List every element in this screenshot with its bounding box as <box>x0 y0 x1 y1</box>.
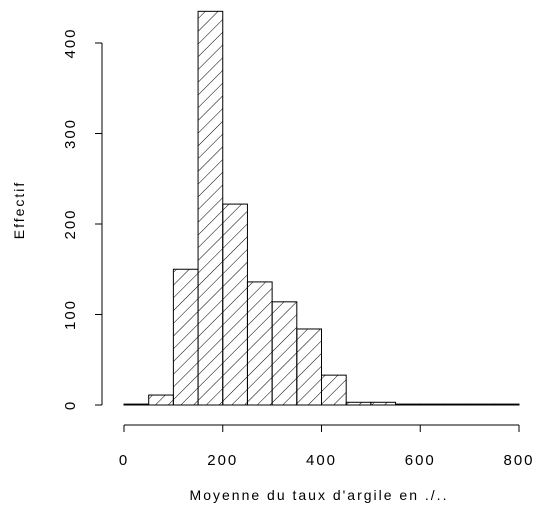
x-tick-label-600: 600 <box>405 452 436 469</box>
y-tick-label-300: 300 <box>62 118 79 149</box>
histogram-bar-550-600 <box>395 403 421 406</box>
histogram-bar-50-100 <box>148 394 174 406</box>
histogram-bar-400-450 <box>321 374 347 406</box>
histogram-bar-700-750 <box>469 403 495 406</box>
y-tick-label-400: 400 <box>62 27 79 58</box>
histogram-bar-450-500 <box>345 401 372 406</box>
histogram-bar-650-700 <box>444 403 471 406</box>
x-axis-label: Moyenne du taux d'argile en ./.. <box>190 487 449 503</box>
histogram-bar-150-200 <box>197 10 224 406</box>
histogram-bar-350-400 <box>296 328 322 406</box>
histogram-bar-200-250 <box>222 203 248 406</box>
x-tick-label-400: 400 <box>306 452 337 469</box>
x-tick-label-0: 0 <box>119 452 129 469</box>
y-axis-label: Effectif <box>11 181 27 240</box>
histogram-bar-0-50 <box>123 403 150 406</box>
y-tick-label-0: 0 <box>62 400 79 410</box>
histogram-bar-750-800 <box>493 403 520 406</box>
x-axis: 0 200 400 600 800 <box>119 424 534 469</box>
x-tick-label-200: 200 <box>207 452 238 469</box>
histogram-bar-100-150 <box>172 268 199 406</box>
x-tick-label-800: 800 <box>503 452 534 469</box>
bars-group <box>123 10 520 406</box>
y-tick-label-200: 200 <box>62 208 79 239</box>
y-axis: 0 100 200 300 400 <box>62 27 103 410</box>
y-tick-label-100: 100 <box>62 299 79 330</box>
histogram-bar-300-350 <box>271 301 298 406</box>
histogram-bar-500-550 <box>370 401 397 406</box>
histogram-bar-600-650 <box>419 403 446 406</box>
histogram-bar-250-300 <box>246 281 273 406</box>
